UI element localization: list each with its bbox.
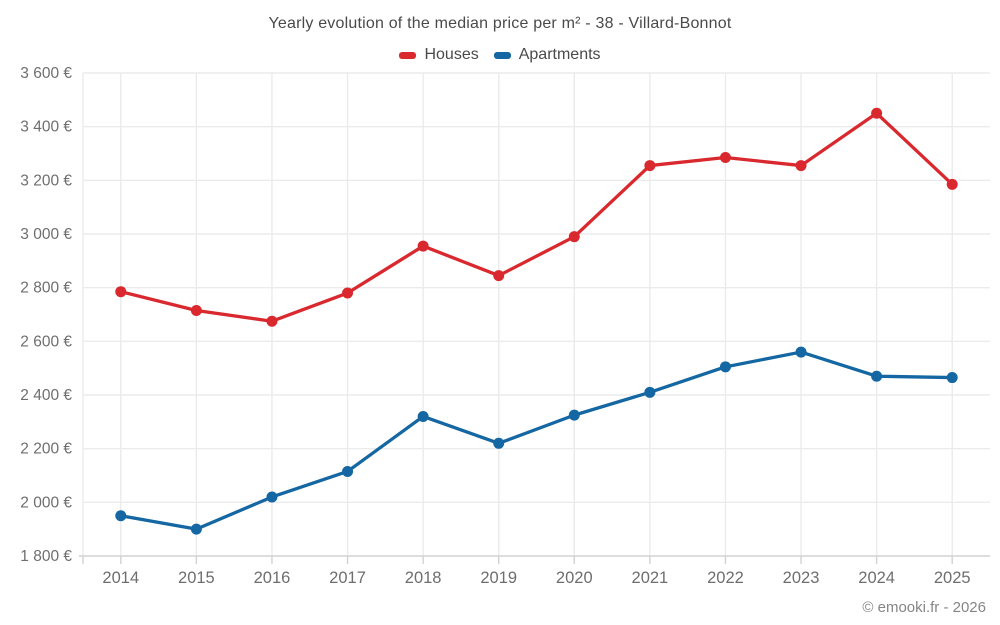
legend-swatch-houses-icon	[399, 51, 417, 59]
y-axis-tick-label: 2 000 €	[20, 494, 72, 511]
credit-text[interactable]: © emooki.fr - 2026	[862, 599, 986, 616]
x-axis-tick-label: 2019	[480, 569, 517, 587]
y-axis-tick-label: 3 600 €	[20, 65, 72, 82]
series-line-apartments	[119, 350, 954, 531]
data-point-houses-2018[interactable]	[417, 240, 429, 252]
data-point-apartments-2018[interactable]	[417, 410, 429, 422]
y-axis-tick-label: 3 000 €	[20, 226, 72, 243]
y-axis-tick-label: 1 800 €	[20, 548, 72, 565]
x-axis-tick-label: 2016	[254, 569, 291, 587]
data-point-apartments-2016[interactable]	[266, 491, 278, 503]
data-point-houses-2022[interactable]	[719, 152, 731, 164]
y-axis-tick-label: 2 400 €	[20, 387, 72, 404]
y-axis-tick-label: 3 200 €	[20, 172, 72, 189]
legend-item-houses[interactable]: Houses	[399, 46, 479, 64]
x-axis-tick-label: 2018	[405, 569, 442, 587]
data-point-apartments-2025[interactable]	[946, 372, 958, 384]
data-point-apartments-2024[interactable]	[871, 370, 883, 382]
x-axis-tick-label: 2021	[632, 569, 669, 587]
legend-label-houses: Houses	[424, 46, 479, 63]
data-point-apartments-2015[interactable]	[190, 523, 202, 535]
x-axis-tick-label: 2014	[102, 569, 139, 587]
x-axis-tick-label: 2022	[707, 569, 744, 587]
data-point-apartments-2017[interactable]	[342, 465, 354, 477]
data-point-apartments-2020[interactable]	[568, 409, 580, 421]
x-axis-tick-label: 2020	[556, 569, 593, 587]
data-point-apartments-2019[interactable]	[493, 437, 505, 449]
x-axis-tick-label: 2023	[783, 569, 820, 587]
data-point-houses-2019[interactable]	[493, 270, 505, 282]
data-point-apartments-2021[interactable]	[644, 386, 656, 398]
data-point-apartments-2014[interactable]	[115, 510, 127, 522]
legend-item-apartments[interactable]: Apartments	[493, 46, 601, 64]
legend-swatch-apartments-icon	[493, 51, 511, 59]
x-axis-tick-label: 2024	[858, 569, 895, 587]
data-point-houses-2014[interactable]	[115, 286, 127, 298]
data-point-houses-2025[interactable]	[946, 178, 958, 190]
data-point-houses-2016[interactable]	[266, 315, 278, 327]
data-point-houses-2017[interactable]	[342, 287, 354, 299]
data-point-apartments-2022[interactable]	[719, 361, 731, 373]
legend: Houses Apartments	[0, 46, 1000, 64]
data-point-houses-2020[interactable]	[568, 231, 580, 243]
legend-label-apartments: Apartments	[518, 46, 601, 63]
x-axis-tick-label: 2017	[329, 569, 366, 587]
data-point-houses-2024[interactable]	[871, 107, 883, 119]
x-axis-tick-label: 2015	[178, 569, 215, 587]
series-line-houses	[119, 111, 954, 323]
data-point-houses-2015[interactable]	[190, 304, 202, 316]
data-point-houses-2023[interactable]	[795, 160, 807, 172]
y-axis-tick-label: 2 600 €	[20, 333, 72, 350]
data-point-houses-2021[interactable]	[644, 160, 656, 172]
y-axis-tick-label: 2 800 €	[20, 280, 72, 297]
y-axis-tick-label: 2 200 €	[20, 441, 72, 458]
chart-title: Yearly evolution of the median price per…	[268, 15, 732, 32]
y-axis-tick-label: 3 400 €	[20, 119, 72, 136]
data-point-apartments-2023[interactable]	[795, 346, 807, 358]
x-axis-tick-label: 2025	[934, 569, 971, 587]
